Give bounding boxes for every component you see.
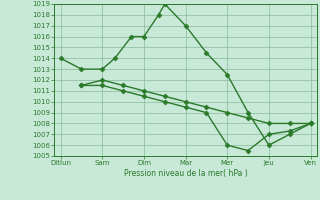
X-axis label: Pression niveau de la mer( hPa ): Pression niveau de la mer( hPa ) <box>124 169 247 178</box>
